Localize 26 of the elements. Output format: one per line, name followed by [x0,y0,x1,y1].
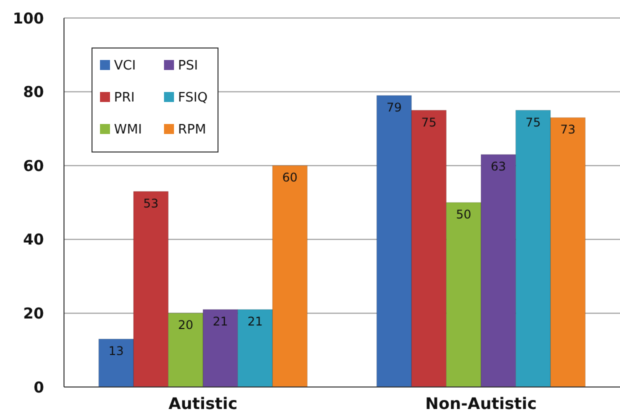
data-label: 75 [525,115,541,130]
data-label: 53 [143,196,159,210]
y-tick-label: 40 [23,230,44,249]
legend-label: RPM [178,122,206,138]
data-label: 21 [212,314,228,329]
y-tick-label: 80 [23,83,44,102]
data-label: 21 [247,314,263,329]
x-tick-label: Non-Autistic [425,394,537,413]
legend-label: VCI [114,58,136,74]
y-tick-label: 20 [23,304,44,322]
legend-label: PRI [114,90,135,106]
data-label: 75 [421,115,437,130]
x-tick-label: Autistic [168,394,238,413]
data-label: 20 [178,318,194,332]
legend-label: FSIQ [178,90,208,106]
legend-label: PSI [178,58,198,74]
data-label: 13 [108,344,124,358]
data-label: 50 [456,208,472,222]
data-label: 63 [490,160,506,174]
data-label: 79 [386,100,402,114]
y-tick-label: 100 [12,9,44,28]
y-tick-label: 0 [34,378,44,396]
legend-label: WMI [114,122,142,138]
data-label: 60 [282,170,298,185]
data-label: 73 [560,122,576,137]
y-tick-label: 60 [23,156,44,175]
